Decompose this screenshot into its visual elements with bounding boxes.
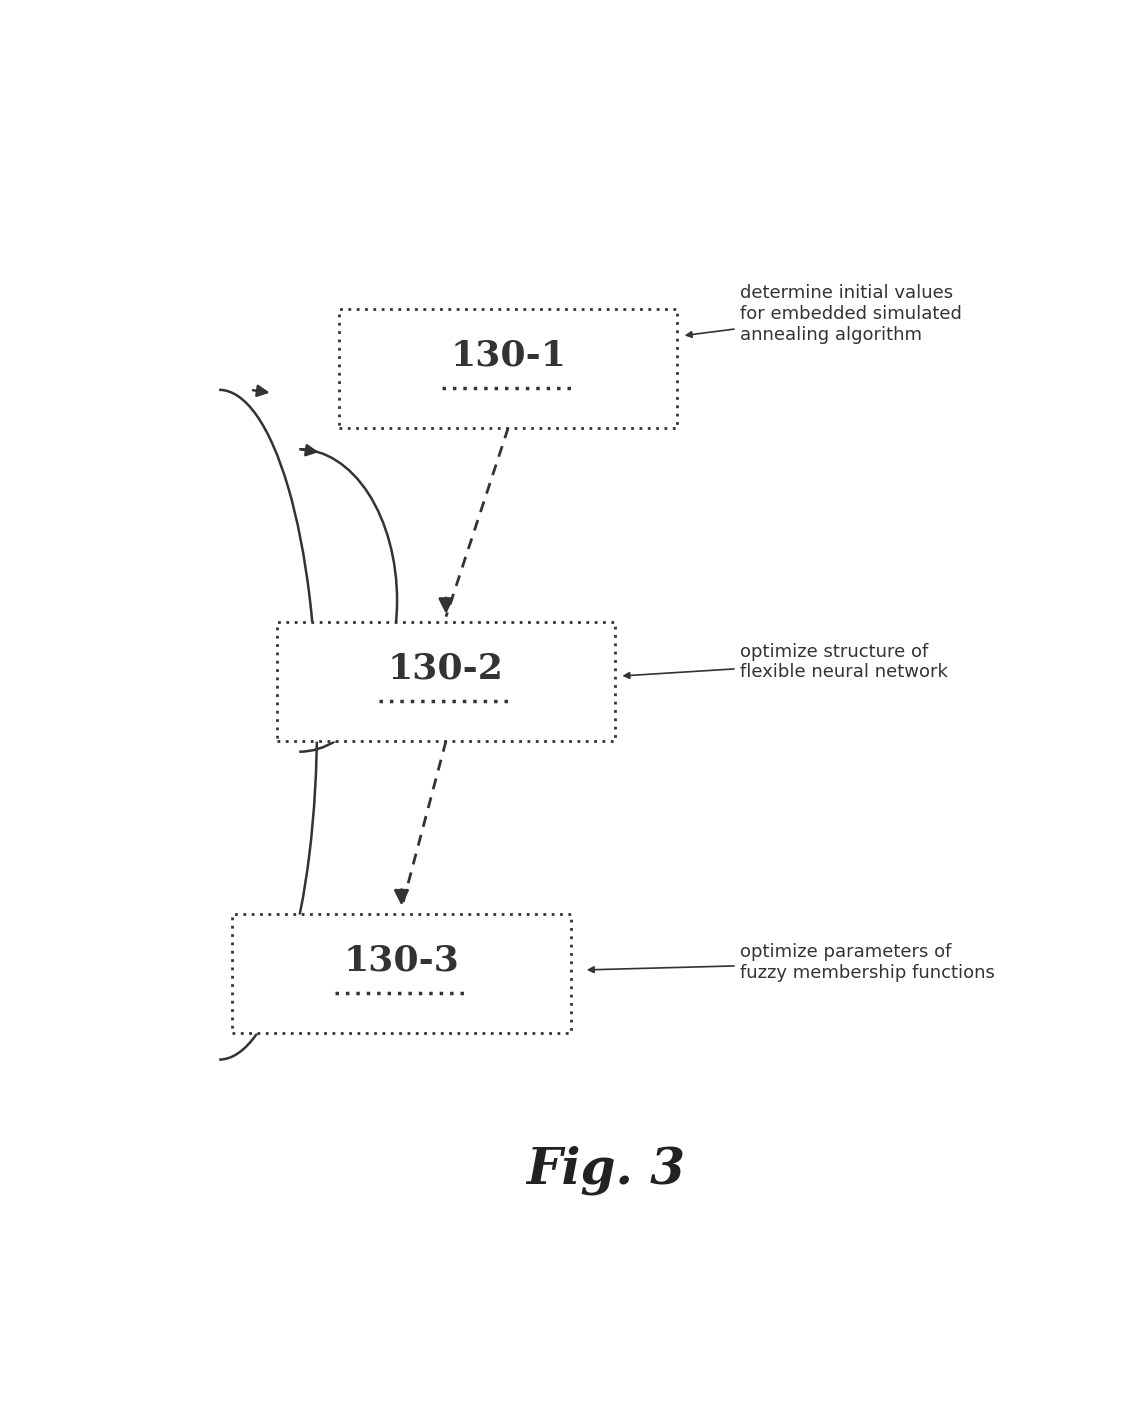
Text: optimize parameters of
fuzzy membership functions: optimize parameters of fuzzy membership … xyxy=(589,943,994,982)
Text: Fig. 3: Fig. 3 xyxy=(527,1145,685,1195)
Text: 130-1: 130-1 xyxy=(450,338,566,372)
Text: 130-3: 130-3 xyxy=(343,943,459,978)
Text: optimize structure of
flexible neural network: optimize structure of flexible neural ne… xyxy=(625,643,947,682)
Bar xyxy=(340,309,677,428)
Bar xyxy=(232,913,571,1033)
Text: 130-2: 130-2 xyxy=(388,651,504,686)
Text: determine initial values
for embedded simulated
annealing algorithm: determine initial values for embedded si… xyxy=(687,285,962,344)
Bar xyxy=(277,622,615,741)
